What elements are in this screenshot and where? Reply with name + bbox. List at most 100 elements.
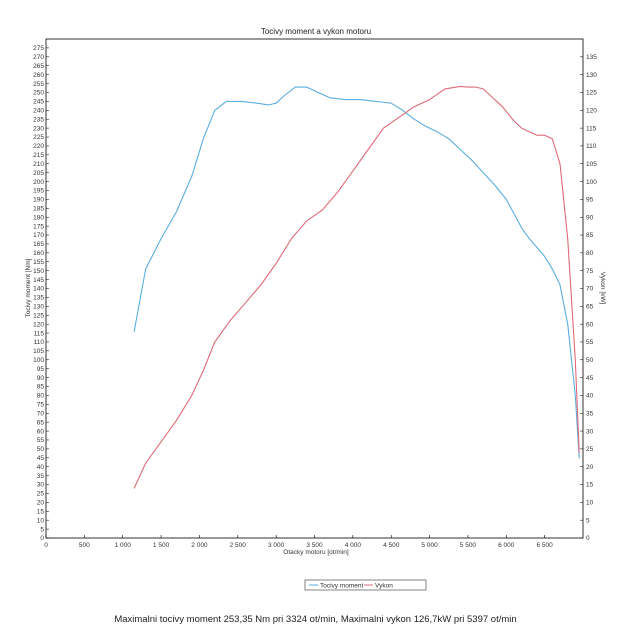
y2-tick-label: 85	[586, 232, 594, 239]
x-axis-label: Otacky motoru [ot/min]	[283, 549, 349, 556]
y-axis-label: Tocivy moment [Nm]	[25, 258, 32, 317]
y2-tick-label: 45	[586, 375, 594, 382]
y2-tick-label: 105	[586, 161, 597, 168]
y-tick-label: 220	[33, 143, 44, 150]
x-tick-label: 3 500	[306, 542, 323, 549]
y2-tick-label: 135	[586, 54, 597, 61]
x-tick-label: 6 000	[498, 542, 515, 549]
y-tick-label: 185	[33, 206, 44, 213]
x-tick-label: 3 000	[268, 542, 285, 549]
y-tick-label: 30	[37, 482, 45, 489]
y-tick-label: 35	[37, 473, 45, 480]
y-tick-label: 90	[37, 375, 45, 382]
y-tick-label: 245	[33, 99, 44, 106]
y-tick-label: 40	[37, 464, 45, 471]
plot-area	[45, 38, 584, 539]
y2-tick-label: 35	[586, 410, 594, 417]
y-tick-label: 195	[33, 188, 44, 195]
x-tick-label: 1 500	[153, 542, 170, 549]
y2-tick-label: 110	[586, 143, 597, 150]
y-tick-label: 105	[33, 348, 44, 355]
x-tick-label: 2 500	[230, 542, 247, 549]
x-tick-label: 2 000	[191, 542, 208, 549]
y2-tick-label: 130	[586, 72, 597, 79]
y-tick-label: 145	[33, 277, 44, 284]
y2-tick-label: 80	[586, 250, 594, 257]
y-tick-label: 130	[33, 304, 44, 311]
y-tick-label: 120	[33, 321, 44, 328]
chart-title: Tocivy moment a vykon motoru	[261, 27, 371, 36]
y-tick-label: 70	[37, 410, 45, 417]
y2-tick-label: 50	[586, 357, 594, 364]
y-tick-label: 75	[37, 402, 45, 409]
legend-label-torque: Tocivy moment	[320, 583, 364, 590]
y2-tick-label: 40	[586, 393, 594, 400]
x-tick-label: 6 500	[537, 542, 554, 549]
y2-tick-label: 25	[586, 446, 594, 453]
y-tick-label: 210	[33, 161, 44, 168]
y-tick-label: 60	[37, 428, 45, 435]
y-tick-label: 125	[33, 312, 44, 319]
x-tick-label: 500	[79, 542, 90, 549]
y2-tick-label: 95	[586, 197, 594, 204]
x-tick-label: 0	[44, 542, 48, 549]
y-tick-label: 205	[33, 170, 44, 177]
y-tick-label: 265	[33, 63, 44, 70]
y2-tick-label: 115	[586, 125, 597, 132]
y2-axis-label: Vykon [kW]	[599, 272, 606, 305]
y-tick-label: 175	[33, 223, 44, 230]
y-tick-label: 80	[37, 393, 45, 400]
x-tick-label: 1 000	[115, 542, 132, 549]
y2-tick-label: 20	[586, 464, 594, 471]
x-tick-label: 4 000	[345, 542, 362, 549]
y2-axis-ticks: 0 5 10 15 20 25 30 35 40 45 50 55 60 65 70 75 80 85 90 95 10…	[580, 54, 597, 542]
y-tick-label: 255	[33, 81, 44, 88]
y2-tick-label: 10	[586, 500, 594, 507]
y2-tick-label: 75	[586, 268, 594, 275]
y-tick-label: 115	[34, 330, 45, 337]
y2-tick-label: 5	[586, 517, 590, 524]
y-tick-label: 140	[33, 286, 44, 293]
y-tick-label: 95	[37, 366, 45, 373]
y-tick-label: 235	[33, 116, 44, 123]
y-tick-label: 20	[37, 500, 45, 507]
y-tick-label: 0	[40, 535, 44, 542]
y2-tick-label: 60	[586, 321, 594, 328]
y-tick-label: 225	[33, 134, 44, 141]
y-tick-label: 50	[37, 446, 45, 453]
y-tick-label: 150	[33, 268, 44, 275]
y2-tick-label: 70	[586, 286, 594, 293]
y-tick-label: 55	[37, 437, 45, 444]
y2-tick-label: 120	[586, 107, 597, 114]
y2-tick-label: 30	[586, 428, 594, 435]
y-tick-label: 200	[33, 179, 44, 186]
y2-tick-label: 125	[586, 90, 597, 97]
y-tick-label: 270	[33, 54, 44, 61]
y-tick-label: 15	[37, 508, 45, 515]
y2-tick-label: 15	[586, 482, 594, 489]
y-tick-label: 250	[33, 90, 44, 97]
y-tick-label: 160	[33, 250, 44, 257]
y2-tick-label: 0	[586, 535, 590, 542]
y-tick-label: 65	[37, 419, 45, 426]
y-tick-label: 45	[37, 455, 45, 462]
y2-tick-label: 100	[586, 179, 597, 186]
summary-text: Maximalni tocivy moment 253,35 Nm pri 33…	[114, 614, 517, 625]
x-tick-label: 5 500	[460, 542, 477, 549]
y-tick-label: 10	[37, 517, 45, 524]
power-series-line	[133, 85, 580, 489]
y-tick-label: 230	[33, 125, 44, 132]
series-group	[133, 85, 580, 489]
x-axis-ticks: 0 500 1 000 1 500 2 000 2 500 3 000 3 500 4 000 4…	[44, 535, 553, 549]
y-tick-label: 155	[33, 259, 44, 266]
y-tick-label: 180	[33, 214, 44, 221]
y-tick-label: 135	[33, 295, 44, 302]
y2-tick-label: 65	[586, 304, 594, 311]
y-tick-label: 240	[33, 107, 44, 114]
y-tick-label: 165	[33, 241, 44, 248]
legend: Tocivy moment Vykon	[304, 579, 427, 591]
y-tick-label: 260	[33, 72, 44, 79]
y2-tick-label: 90	[586, 214, 594, 221]
torque-series-line	[133, 86, 580, 459]
